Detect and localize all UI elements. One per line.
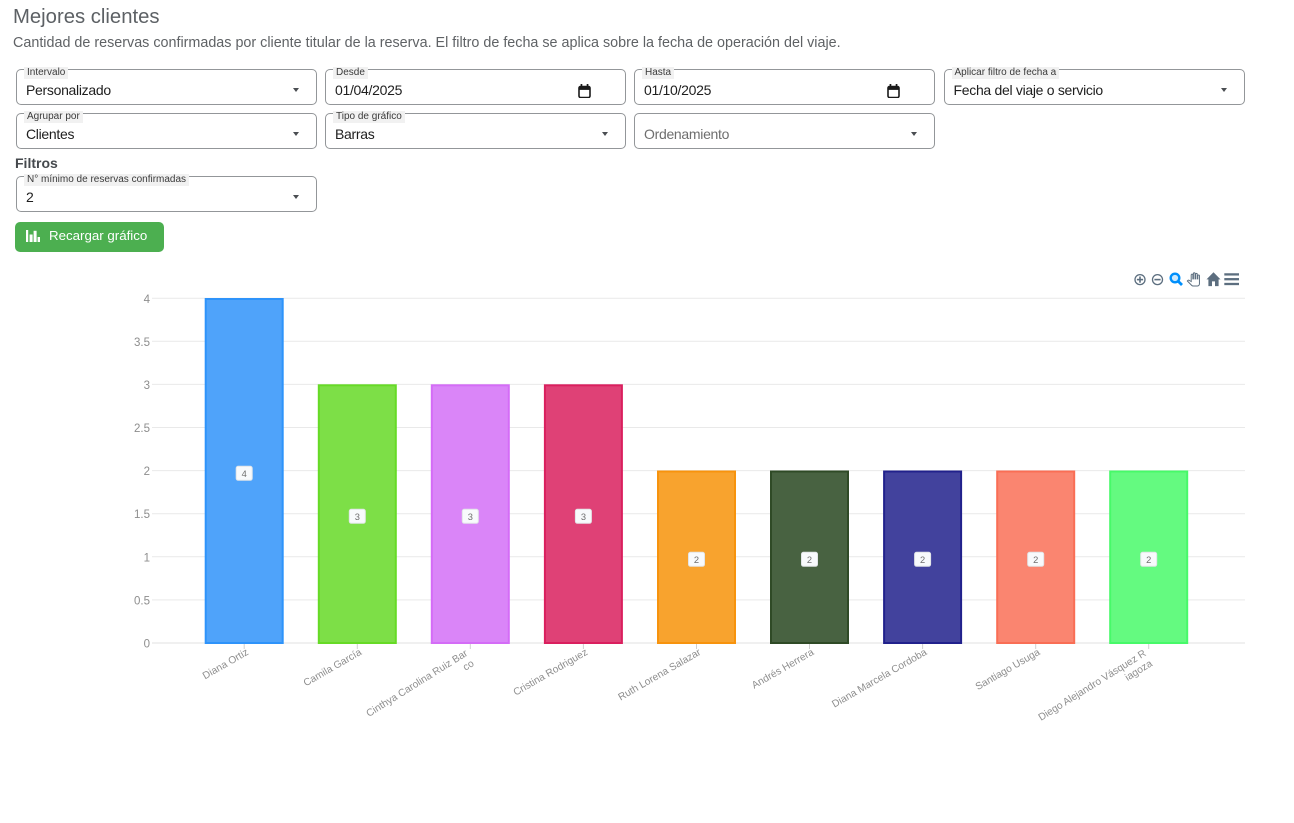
svg-text:2: 2 [1033, 555, 1038, 565]
svg-text:3: 3 [468, 512, 473, 522]
svg-text:1.5: 1.5 [134, 509, 150, 521]
svg-text:3.5: 3.5 [134, 337, 150, 349]
svg-text:3: 3 [144, 380, 150, 392]
svg-text:3: 3 [581, 512, 586, 522]
svg-text:Santiago Usuga: Santiago Usuga [974, 647, 1043, 693]
svg-text:Diana Marcela Cordoba: Diana Marcela Cordoba [830, 647, 929, 710]
svg-text:2: 2 [1146, 555, 1151, 565]
svg-text:2: 2 [144, 466, 150, 478]
svg-text:Diana Ortiz: Diana Ortiz [201, 647, 251, 682]
svg-text:2.5: 2.5 [134, 423, 150, 435]
svg-text:4: 4 [242, 469, 247, 479]
svg-text:0.5: 0.5 [134, 595, 150, 607]
svg-text:2: 2 [807, 555, 812, 565]
svg-text:1: 1 [144, 552, 150, 564]
svg-text:0: 0 [144, 639, 150, 651]
svg-text:Andrés Herrera: Andrés Herrera [750, 647, 816, 692]
svg-text:Diego Alejandro Vásquez Riagoz: Diego Alejandro Vásquez Riagoza [1037, 648, 1155, 734]
svg-text:2: 2 [694, 555, 699, 565]
svg-text:2: 2 [920, 555, 925, 565]
svg-text:3: 3 [355, 512, 360, 522]
svg-text:Camila García: Camila García [302, 647, 364, 689]
svg-text:4: 4 [144, 294, 151, 306]
svg-text:Ruth Lorena Salazar: Ruth Lorena Salazar [617, 647, 704, 704]
svg-text:Cinthya Carolina Ruiz Barco: Cinthya Carolina Ruiz Barco [365, 648, 477, 730]
svg-text:Cristina Rodriguez: Cristina Rodriguez [512, 647, 590, 698]
